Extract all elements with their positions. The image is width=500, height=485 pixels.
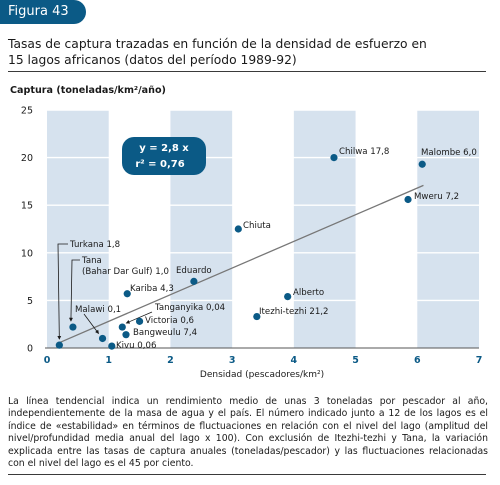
data-point [55,341,63,349]
data-point [404,195,412,204]
point-label: Kariba 4,3 [130,284,174,294]
x-tick-label: 4 [291,355,298,366]
data-point [190,277,198,285]
title-divider [8,71,486,72]
data-point [108,342,116,350]
x-tick-label: 3 [229,355,236,366]
x-tick-label: 5 [352,355,359,366]
y-tick-labels: 0 5 10 15 20 25 [21,106,33,355]
point-label: Turkana 1,8 [69,240,120,250]
arrow-turkana [57,243,68,340]
y-axis-label: Captura (toneladas/km²/año) [10,85,166,96]
data-point [69,323,77,331]
point-label-line: (Bahar Dar Gulf) 1,0 [82,267,169,277]
background-bands [47,110,479,348]
x-axis-label: Densidad (pescadores/km²) [200,370,324,380]
data-points [55,154,426,350]
point-label: Itezhi-tezhi 21,2 [259,307,329,317]
y-tick-label: 5 [27,296,33,307]
band-4-5 [293,110,356,348]
data-point [118,323,126,331]
arrow-malawi [83,313,99,335]
equation-box-background [122,137,206,175]
point-label: Mweru 7,2 [414,192,459,202]
label-annotations [57,243,153,340]
x-tick-label: 1 [105,355,112,366]
data-point [253,312,261,321]
data-point [98,334,107,343]
point-label: Chilwa 17,8 [339,147,389,157]
band-6-7 [417,110,479,348]
y-tick-label: 20 [21,153,33,164]
data-point [122,331,130,339]
point-label: Chiuta [243,221,271,231]
data-point [234,225,242,233]
band-0-1 [47,110,109,348]
point-label: Kivu 0,06 [116,341,156,351]
x-tick-label: 7 [476,355,483,366]
y-tick-label: 0 [27,344,33,355]
figure-caption: La línea tendencial indica un rendimient… [8,396,488,470]
title-line-2: 15 lagos africanos (datos del período 19… [8,53,297,67]
x-tick-label: 6 [414,355,421,366]
x-tick-label: 0 [44,355,51,366]
figure-title: Tasas de captura trazadas en función de … [8,36,488,68]
point-label: Malawi 0,1 [75,305,121,315]
equation-box: y = 2,8 x r² = 0,76 [122,137,206,175]
scatter-chart: 0 5 10 15 20 25 0 1 2 3 4 5 6 7 Captura (toneladas/k… [10,85,483,380]
point-label-line: Tana [81,256,102,266]
point-label: Tana (Bahar Dar Gulf) 1,0 [81,256,169,277]
equation-text: y = 2,8 x [139,143,189,154]
data-point [330,154,338,162]
point-label: Victoria 0,6 [145,316,194,326]
bottom-divider [8,474,486,475]
point-label: Alberto [293,288,324,298]
r-squared-text: r² = 0,76 [135,159,184,170]
x-tick-labels: 0 1 2 3 4 5 6 7 [44,355,483,366]
point-label: Bangweulu 7,4 [133,328,197,338]
figure-label: Figura 43 [0,0,86,24]
arrow-tana [68,259,80,322]
point-label: Malombe 6,0 [421,148,477,158]
point-label: Eduardo [176,266,212,276]
y-tick-label: 25 [21,106,33,117]
y-gridlines [45,109,479,349]
title-line-1: Tasas de captura trazadas en función de … [8,37,427,51]
point-label: Tanganyika 0,04 [154,303,225,313]
data-point [135,317,144,325]
point-labels: Turkana 1,8 Tana (Bahar Dar Gulf) 1,0 Malaw… [69,147,477,351]
data-point [284,292,292,301]
y-tick-label: 10 [21,248,33,259]
y-tick-label: 15 [21,201,33,212]
trend-line [59,184,424,344]
data-point [418,160,426,168]
arrow-tanganyika [125,311,153,324]
x-tick-label: 2 [167,355,174,366]
data-point [123,290,131,298]
